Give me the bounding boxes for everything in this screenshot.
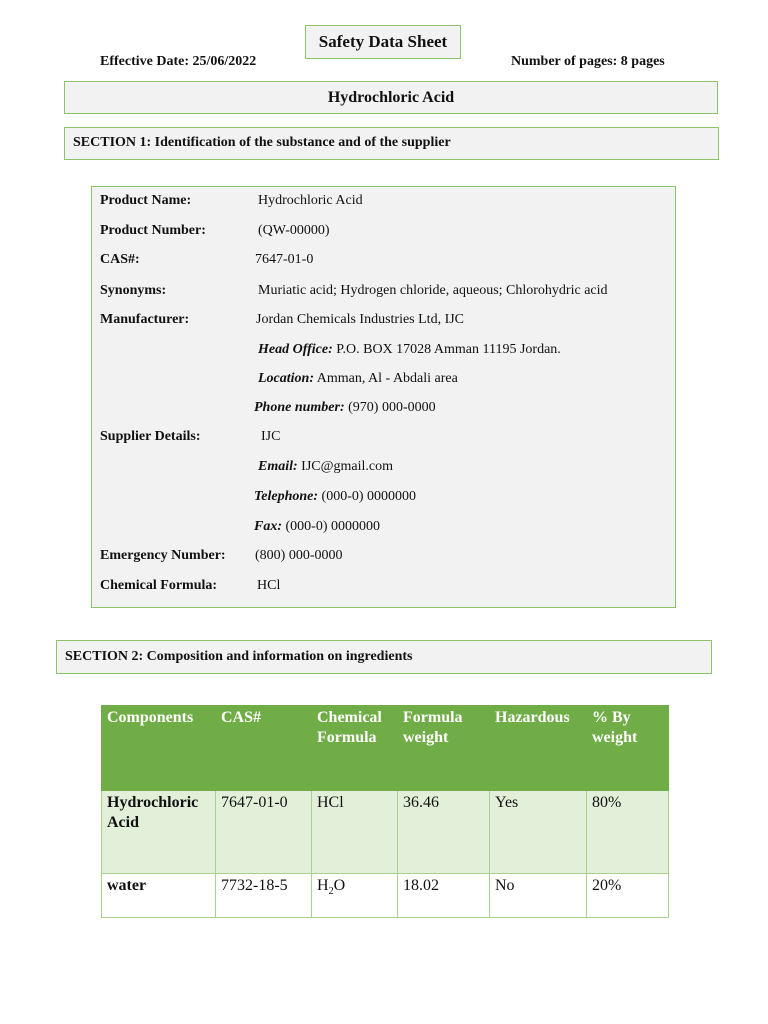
field-value: (800) 000-0000: [255, 548, 343, 563]
field-text: IJC@gmail.com: [297, 459, 393, 474]
column-header: Hazardous: [489, 705, 587, 791]
column-header: Formula weight: [397, 705, 490, 791]
table-row: Hydrochloric Acid 7647-01-0 HCl 36.46 Ye…: [101, 790, 669, 874]
field-label: Chemical Formula:: [100, 578, 218, 593]
effective-date: Effective Date: 25/06/2022: [100, 54, 257, 69]
field-text: (000-0) 0000000: [318, 489, 417, 504]
formula-end: O: [333, 877, 346, 894]
column-header: % By weight: [586, 705, 669, 791]
component-cell: water: [101, 873, 216, 918]
field-text: P.O. BOX 17028 Amman 11195 Jordan.: [332, 342, 561, 357]
table-header-row: Components CAS# Chemical Formula Formula…: [101, 705, 669, 791]
field-label: Product Name:: [100, 193, 192, 208]
field-label: Synonyms:: [100, 283, 167, 298]
field-key: Telephone:: [254, 489, 319, 504]
table-row: water 7732-18-5 H2O 18.02 No 20%: [101, 873, 669, 918]
field-value: Head Office: P.O. BOX 17028 Amman 11195 …: [258, 342, 561, 358]
section2-heading: SECTION 2: Composition and information o…: [56, 640, 712, 674]
field-label: CAS#:: [100, 252, 140, 267]
cas-cell: 7732-18-5: [215, 873, 312, 918]
weight-cell: 36.46: [397, 790, 490, 874]
hazardous-cell: Yes: [489, 790, 587, 874]
formula-cell: H2O: [311, 873, 398, 918]
field-key: Phone number:: [254, 400, 345, 415]
field-text: (000-0) 0000000: [282, 519, 381, 534]
column-header: CAS#: [215, 705, 312, 791]
weight-cell: 18.02: [397, 873, 490, 918]
field-value: Phone number: (970) 000-0000: [254, 400, 436, 416]
field-key: Head Office:: [258, 342, 333, 357]
identification-box: [91, 186, 676, 608]
formula-cell: HCl: [311, 790, 398, 874]
field-label: Product Number:: [100, 223, 206, 238]
column-header: Components: [101, 705, 216, 791]
number-of-pages: Number of pages: 8 pages: [511, 54, 665, 69]
percent-cell: 20%: [586, 873, 669, 918]
hazardous-cell: No: [489, 873, 587, 918]
formula-base: H: [317, 877, 329, 894]
field-value: Fax: (000-0) 0000000: [254, 519, 380, 535]
field-value: IJC: [261, 429, 281, 444]
field-value: Telephone: (000-0) 0000000: [254, 489, 416, 505]
column-header: Chemical Formula: [311, 705, 398, 791]
field-key: Fax:: [254, 519, 282, 534]
composition-table: Components CAS# Chemical Formula Formula…: [101, 705, 669, 918]
component-cell: Hydrochloric Acid: [101, 790, 216, 874]
field-value: Hydrochloric Acid: [258, 193, 363, 208]
field-key: Location:: [258, 371, 314, 386]
substance-title: Hydrochloric Acid: [64, 81, 718, 114]
field-value: HCl: [257, 578, 281, 593]
field-value: 7647-01-0: [255, 252, 314, 267]
field-text: Amman, Al - Abdali area: [314, 371, 458, 386]
field-text: (970) 000-0000: [344, 400, 436, 415]
field-value: Jordan Chemicals Industries Ltd, IJC: [256, 312, 465, 327]
field-key: Email:: [258, 459, 298, 474]
percent-cell: 80%: [586, 790, 669, 874]
field-value: Location: Amman, Al - Abdali area: [258, 371, 458, 387]
field-label: Emergency Number:: [100, 548, 226, 563]
field-label: Manufacturer:: [100, 312, 190, 327]
field-label: Supplier Details:: [100, 429, 201, 444]
field-value: Email: IJC@gmail.com: [258, 459, 393, 475]
section1-heading: SECTION 1: Identification of the substan…: [64, 127, 719, 160]
formula-subscript: 2: [328, 886, 334, 898]
field-value: Muriatic acid; Hydrogen chloride, aqueou…: [258, 283, 608, 298]
field-value: (QW-00000): [258, 223, 330, 238]
cas-cell: 7647-01-0: [215, 790, 312, 874]
document-title: Safety Data Sheet: [305, 25, 461, 59]
